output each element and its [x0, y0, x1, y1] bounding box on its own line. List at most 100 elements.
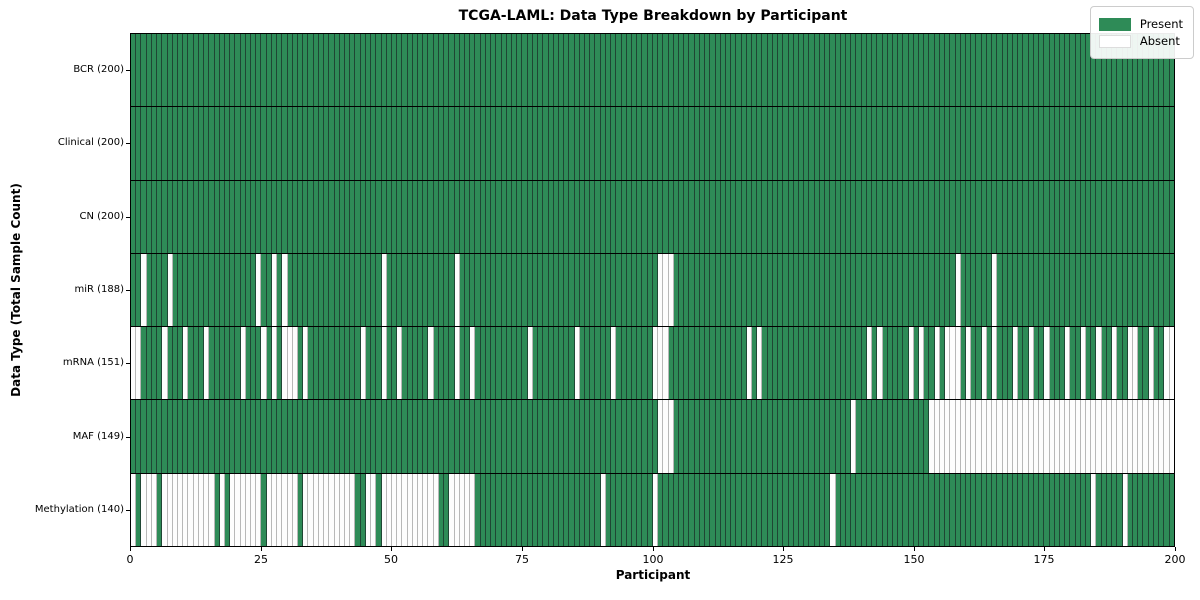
heatmap-cell — [1065, 180, 1071, 253]
heatmap-cell — [1143, 400, 1149, 473]
heatmap-cell — [1086, 473, 1092, 546]
heatmap-cell — [772, 107, 779, 180]
heatmap-cell — [762, 253, 768, 327]
heatmap-cell — [240, 400, 246, 473]
heatmap-cell — [381, 107, 387, 180]
heatmap-cell — [642, 107, 648, 180]
heatmap-cell — [1106, 34, 1113, 107]
heatmap-cell — [997, 400, 1003, 473]
heatmap-cell — [1028, 327, 1034, 400]
heatmap-cell — [141, 473, 147, 546]
heatmap-cell — [318, 107, 325, 180]
heatmap-cell — [146, 107, 152, 180]
heatmap-cell — [1086, 253, 1092, 327]
heatmap-cell — [845, 34, 852, 107]
heatmap-cell — [856, 400, 862, 473]
heatmap-cell — [209, 253, 215, 327]
heatmap-cell — [407, 400, 413, 473]
heatmap-cell — [647, 400, 653, 473]
heatmap-cell — [939, 327, 946, 400]
heatmap-cell — [955, 327, 961, 400]
heatmap-cell — [344, 107, 351, 180]
heatmap-cell — [303, 327, 309, 400]
heatmap-cell — [652, 34, 659, 107]
heatmap-cell — [830, 253, 836, 327]
heatmap-cell — [678, 107, 685, 180]
heatmap-cell — [574, 107, 580, 180]
heatmap-cell — [564, 107, 570, 180]
heatmap-cell — [1023, 253, 1029, 327]
heatmap-cell — [1065, 107, 1071, 180]
heatmap-cell — [271, 473, 278, 546]
heatmap-cell — [1054, 253, 1060, 327]
heatmap-cell — [819, 473, 826, 546]
heatmap-cell — [804, 180, 810, 253]
heatmap-cell — [298, 253, 304, 327]
legend-entry-absent: Absent — [1098, 34, 1183, 48]
heatmap-cell — [266, 473, 272, 546]
heatmap-cell — [235, 107, 241, 180]
heatmap-cell — [219, 107, 225, 180]
heatmap-cell — [783, 180, 789, 253]
heatmap-cell — [1007, 327, 1013, 400]
heatmap-cell — [579, 400, 586, 473]
heatmap-cell — [637, 327, 643, 400]
heatmap-cell — [892, 34, 899, 107]
heatmap-cell — [219, 180, 225, 253]
heatmap-cell — [992, 473, 998, 546]
heatmap-cell — [418, 34, 424, 107]
heatmap-cell — [673, 473, 679, 546]
heatmap-cell — [939, 253, 946, 327]
heatmap-cell — [856, 473, 862, 546]
heatmap-cell — [658, 107, 664, 180]
heatmap-cell — [324, 34, 330, 107]
heatmap-cell — [256, 253, 262, 327]
heatmap-cell — [1002, 34, 1008, 107]
heatmap-cell — [475, 107, 481, 180]
heatmap-cell — [1091, 180, 1097, 253]
heatmap-cell — [277, 473, 283, 546]
heatmap-cell — [600, 34, 606, 107]
heatmap-cell — [1138, 34, 1144, 107]
heatmap-cell — [553, 253, 559, 327]
heatmap-cell — [913, 107, 920, 180]
heatmap-cell — [402, 400, 408, 473]
heatmap-cell — [465, 473, 471, 546]
heatmap-cell — [637, 180, 643, 253]
heatmap-cell — [412, 34, 419, 107]
heatmap-cell — [934, 327, 940, 400]
heatmap-cell — [1122, 180, 1128, 253]
heatmap-cell — [752, 253, 758, 327]
heatmap-cell — [214, 180, 220, 253]
x-tick-mark — [783, 547, 784, 551]
heatmap-cell — [517, 34, 523, 107]
heatmap-cell — [950, 327, 956, 400]
heatmap-cell — [892, 473, 899, 546]
heatmap-cell — [1143, 473, 1149, 546]
heatmap-cell — [1169, 253, 1174, 327]
heatmap-cell — [527, 473, 533, 546]
heatmap-cell — [678, 400, 685, 473]
heatmap-cell — [151, 253, 158, 327]
heatmap-cell — [992, 34, 998, 107]
heatmap-cell — [428, 473, 434, 546]
heatmap-cell — [856, 34, 862, 107]
heatmap-cell — [511, 253, 518, 327]
heatmap-cell — [360, 253, 366, 327]
heatmap-cell — [1122, 34, 1128, 107]
heatmap-cell — [966, 327, 972, 400]
heatmap-cell — [313, 34, 319, 107]
heatmap-cell — [1054, 180, 1060, 253]
heatmap-cell — [772, 253, 779, 327]
heatmap-cell — [277, 400, 283, 473]
heatmap-cell — [313, 107, 319, 180]
heatmap-cell — [308, 327, 314, 400]
heatmap-cell — [694, 473, 700, 546]
heatmap-cell — [245, 107, 252, 180]
heatmap-cell — [892, 180, 899, 253]
heatmap-cell — [485, 473, 492, 546]
heatmap-cell — [1070, 253, 1076, 327]
heatmap-cell — [511, 473, 518, 546]
heatmap-cell — [418, 107, 424, 180]
